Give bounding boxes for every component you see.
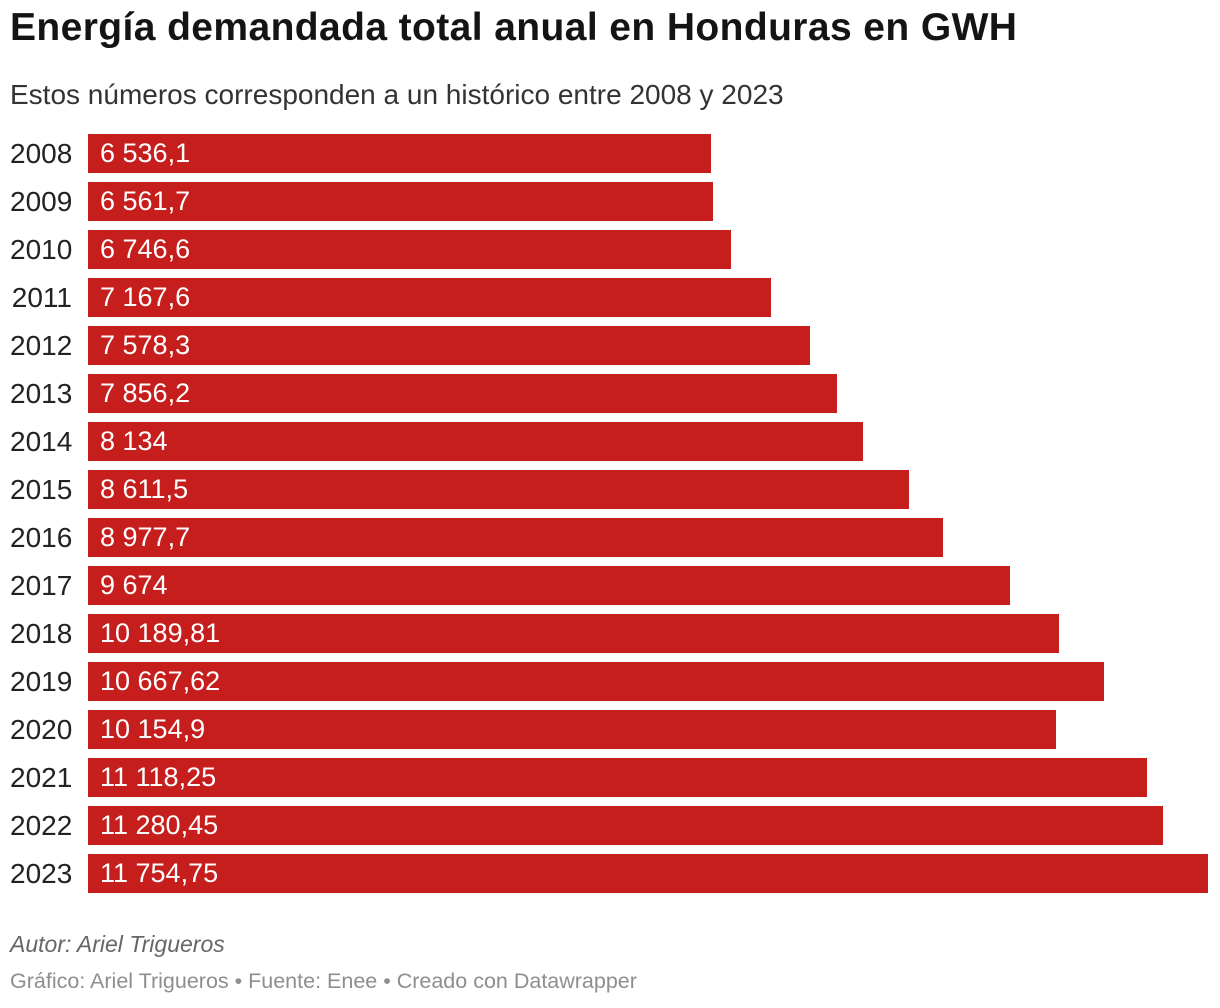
bar-row: 2015 8 611,5 [10, 470, 1208, 518]
bar-value-label: 10 189,81 [100, 618, 221, 648]
year-label: 2023 [10, 858, 73, 889]
year-label: 2020 [10, 714, 73, 745]
year-label: 2010 [10, 234, 73, 265]
bar-track: 10 154,9 [88, 710, 1208, 749]
bar-track: 9 674 [88, 566, 1208, 605]
year-label: 2011 [11, 282, 72, 313]
bar: 6 536,1 [88, 134, 711, 173]
bar: 11 280,45 [88, 806, 1163, 845]
author-note: Autor: Ariel Trigueros [10, 931, 225, 957]
bar-value-label: 6 561,7 [100, 186, 191, 216]
bar-row: 2011 7 167,6 [10, 278, 1208, 326]
bar-track: 7 578,3 [88, 326, 1208, 365]
bar-row: 2016 8 977,7 [10, 518, 1208, 566]
bar-row: 2020 10 154,9 [10, 710, 1208, 758]
bar-value-label: 8 611,5 [100, 474, 189, 504]
bar-track: 6 561,7 [88, 182, 1208, 221]
bar-value-label: 10 154,9 [100, 714, 206, 744]
bar-row: 2017 9 674 [10, 566, 1208, 614]
bar-value-label: 11 754,75 [100, 858, 219, 888]
bar-row: 2009 6 561,7 [10, 182, 1208, 230]
bar-value-label: 11 280,45 [100, 810, 219, 840]
bar-track: 7 167,6 [88, 278, 1208, 317]
bar-row: 2022 11 280,45 [10, 806, 1208, 854]
bar-track: 11 118,25 [88, 758, 1208, 797]
year-label: 2013 [10, 378, 73, 409]
year-label: 2014 [10, 426, 73, 457]
bar-value-label: 6 536,1 [100, 138, 191, 168]
bar-track: 8 134 [88, 422, 1208, 461]
bar: 9 674 [88, 566, 1010, 605]
bar-value-label: 7 578,3 [100, 330, 191, 360]
year-label: 2018 [10, 618, 73, 649]
year-label: 2019 [10, 666, 73, 697]
bar: 10 667,62 [88, 662, 1105, 701]
bar-track: 11 280,45 [88, 806, 1208, 845]
bar: 10 154,9 [88, 710, 1056, 749]
bar-value-label: 8 977,7 [100, 522, 191, 552]
chart-title: Energía demandada total anual en Hondura… [10, 6, 1018, 49]
year-label: 2008 [10, 138, 73, 169]
bar-track: 10 667,62 [88, 662, 1208, 701]
year-label: 2009 [10, 186, 73, 217]
bar-row: 2008 6 536,1 [10, 134, 1208, 182]
bar-value-label: 8 134 [100, 426, 168, 456]
bar: 11 118,25 [88, 758, 1148, 797]
bar-row: 2013 7 856,2 [10, 374, 1208, 422]
bar-row: 2010 6 746,6 [10, 230, 1208, 278]
bar-value-label: 9 674 [100, 570, 168, 600]
year-label: 2016 [10, 522, 73, 553]
year-label: 2017 [10, 570, 73, 601]
bar-row: 2014 8 134 [10, 422, 1208, 470]
bar: 8 611,5 [88, 470, 909, 509]
bar: 6 746,6 [88, 230, 731, 269]
bar-chart: 2008 6 536,1 2009 6 561,7 2010 6 746,6 2011 7 1… [10, 134, 1208, 902]
year-label: 2012 [10, 330, 73, 361]
bar-row: 2021 11 118,25 [10, 758, 1208, 806]
byline: Gráfico: Ariel Trigueros • Fuente: Enee … [10, 969, 637, 993]
bar: 8 134 [88, 422, 864, 461]
bar-track: 6 536,1 [88, 134, 1208, 173]
bar: 8 977,7 [88, 518, 944, 557]
bar: 11 754,75 [88, 854, 1208, 893]
bar: 7 578,3 [88, 326, 811, 365]
year-label: 2022 [10, 810, 73, 841]
bar-value-label: 7 856,2 [100, 378, 191, 408]
year-label: 2015 [10, 474, 73, 505]
bar-value-label: 6 746,6 [100, 234, 191, 264]
year-label: 2021 [10, 762, 73, 793]
chart-subtitle: Estos números corresponden a un históric… [10, 79, 784, 110]
bar: 7 167,6 [88, 278, 771, 317]
bar-row: 2019 10 667,62 [10, 662, 1208, 710]
bar-track: 10 189,81 [88, 614, 1208, 653]
bar-value-label: 10 667,62 [100, 666, 221, 696]
bar: 7 856,2 [88, 374, 837, 413]
bar: 10 189,81 [88, 614, 1059, 653]
bar-track: 7 856,2 [88, 374, 1208, 413]
bar-track: 8 977,7 [88, 518, 1208, 557]
bar-value-label: 11 118,25 [100, 762, 217, 792]
bar-track: 11 754,75 [88, 854, 1208, 893]
bar-row: 2018 10 189,81 [10, 614, 1208, 662]
bar-row: 2012 7 578,3 [10, 326, 1208, 374]
bar: 6 561,7 [88, 182, 714, 221]
bar-row: 2023 11 754,75 [10, 854, 1208, 902]
bar-track: 8 611,5 [88, 470, 1208, 509]
bar-value-label: 7 167,6 [100, 282, 191, 312]
bar-track: 6 746,6 [88, 230, 1208, 269]
